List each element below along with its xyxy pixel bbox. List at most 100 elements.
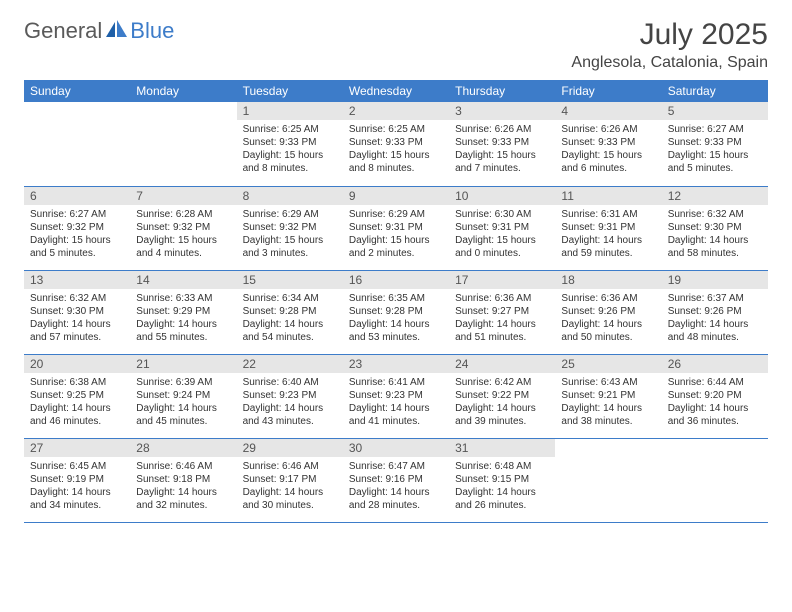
brand-sail-icon <box>106 20 128 43</box>
day-number: 24 <box>449 355 555 373</box>
calendar-day: 14Sunrise: 6:33 AMSunset: 9:29 PMDayligh… <box>130 270 236 354</box>
day-details: Sunrise: 6:44 AMSunset: 9:20 PMDaylight:… <box>662 373 768 432</box>
calendar-day: 18Sunrise: 6:36 AMSunset: 9:26 PMDayligh… <box>555 270 661 354</box>
day-details: Sunrise: 6:30 AMSunset: 9:31 PMDaylight:… <box>449 205 555 264</box>
calendar-day: 19Sunrise: 6:37 AMSunset: 9:26 PMDayligh… <box>662 270 768 354</box>
calendar-week: 27Sunrise: 6:45 AMSunset: 9:19 PMDayligh… <box>24 438 768 522</box>
calendar-day: 20Sunrise: 6:38 AMSunset: 9:25 PMDayligh… <box>24 354 130 438</box>
day-number: 22 <box>237 355 343 373</box>
day-number: 26 <box>662 355 768 373</box>
day-details: Sunrise: 6:27 AMSunset: 9:33 PMDaylight:… <box>662 120 768 179</box>
day-details: Sunrise: 6:37 AMSunset: 9:26 PMDaylight:… <box>662 289 768 348</box>
day-details: Sunrise: 6:35 AMSunset: 9:28 PMDaylight:… <box>343 289 449 348</box>
day-header: Thursday <box>449 80 555 102</box>
day-number: 18 <box>555 271 661 289</box>
calendar-day: 15Sunrise: 6:34 AMSunset: 9:28 PMDayligh… <box>237 270 343 354</box>
calendar-day: 26Sunrise: 6:44 AMSunset: 9:20 PMDayligh… <box>662 354 768 438</box>
day-header: Tuesday <box>237 80 343 102</box>
day-number: 15 <box>237 271 343 289</box>
day-details: Sunrise: 6:46 AMSunset: 9:18 PMDaylight:… <box>130 457 236 516</box>
calendar-head: SundayMondayTuesdayWednesdayThursdayFrid… <box>24 80 768 102</box>
day-number: 16 <box>343 271 449 289</box>
calendar-day: 12Sunrise: 6:32 AMSunset: 9:30 PMDayligh… <box>662 186 768 270</box>
calendar-empty <box>662 438 768 522</box>
day-details: Sunrise: 6:25 AMSunset: 9:33 PMDaylight:… <box>237 120 343 179</box>
day-number: 31 <box>449 439 555 457</box>
title-block: July 2025 Anglesola, Catalonia, Spain <box>571 18 768 72</box>
day-details: Sunrise: 6:32 AMSunset: 9:30 PMDaylight:… <box>662 205 768 264</box>
day-header: Saturday <box>662 80 768 102</box>
calendar-day: 21Sunrise: 6:39 AMSunset: 9:24 PMDayligh… <box>130 354 236 438</box>
page-header: General Blue July 2025 Anglesola, Catalo… <box>24 18 768 72</box>
calendar-day: 10Sunrise: 6:30 AMSunset: 9:31 PMDayligh… <box>449 186 555 270</box>
day-details: Sunrise: 6:40 AMSunset: 9:23 PMDaylight:… <box>237 373 343 432</box>
calendar-body: 1Sunrise: 6:25 AMSunset: 9:33 PMDaylight… <box>24 102 768 522</box>
calendar-day: 23Sunrise: 6:41 AMSunset: 9:23 PMDayligh… <box>343 354 449 438</box>
day-number: 23 <box>343 355 449 373</box>
day-number: 21 <box>130 355 236 373</box>
calendar-day: 22Sunrise: 6:40 AMSunset: 9:23 PMDayligh… <box>237 354 343 438</box>
calendar-empty <box>555 438 661 522</box>
day-details: Sunrise: 6:38 AMSunset: 9:25 PMDaylight:… <box>24 373 130 432</box>
day-number: 1 <box>237 102 343 120</box>
day-details: Sunrise: 6:41 AMSunset: 9:23 PMDaylight:… <box>343 373 449 432</box>
calendar-day: 29Sunrise: 6:46 AMSunset: 9:17 PMDayligh… <box>237 438 343 522</box>
calendar-day: 6Sunrise: 6:27 AMSunset: 9:32 PMDaylight… <box>24 186 130 270</box>
day-details: Sunrise: 6:25 AMSunset: 9:33 PMDaylight:… <box>343 120 449 179</box>
calendar-week: 13Sunrise: 6:32 AMSunset: 9:30 PMDayligh… <box>24 270 768 354</box>
day-details: Sunrise: 6:27 AMSunset: 9:32 PMDaylight:… <box>24 205 130 264</box>
day-details: Sunrise: 6:43 AMSunset: 9:21 PMDaylight:… <box>555 373 661 432</box>
day-details: Sunrise: 6:26 AMSunset: 9:33 PMDaylight:… <box>449 120 555 179</box>
calendar-day: 25Sunrise: 6:43 AMSunset: 9:21 PMDayligh… <box>555 354 661 438</box>
day-details: Sunrise: 6:45 AMSunset: 9:19 PMDaylight:… <box>24 457 130 516</box>
day-header: Sunday <box>24 80 130 102</box>
calendar-day: 16Sunrise: 6:35 AMSunset: 9:28 PMDayligh… <box>343 270 449 354</box>
day-details: Sunrise: 6:48 AMSunset: 9:15 PMDaylight:… <box>449 457 555 516</box>
day-number: 4 <box>555 102 661 120</box>
calendar-empty <box>130 102 236 186</box>
calendar-day: 9Sunrise: 6:29 AMSunset: 9:31 PMDaylight… <box>343 186 449 270</box>
calendar-day: 3Sunrise: 6:26 AMSunset: 9:33 PMDaylight… <box>449 102 555 186</box>
calendar-day: 30Sunrise: 6:47 AMSunset: 9:16 PMDayligh… <box>343 438 449 522</box>
calendar-week: 1Sunrise: 6:25 AMSunset: 9:33 PMDaylight… <box>24 102 768 186</box>
day-number: 17 <box>449 271 555 289</box>
calendar-day: 4Sunrise: 6:26 AMSunset: 9:33 PMDaylight… <box>555 102 661 186</box>
day-number: 30 <box>343 439 449 457</box>
day-number: 7 <box>130 187 236 205</box>
day-details: Sunrise: 6:47 AMSunset: 9:16 PMDaylight:… <box>343 457 449 516</box>
day-details: Sunrise: 6:42 AMSunset: 9:22 PMDaylight:… <box>449 373 555 432</box>
day-header-row: SundayMondayTuesdayWednesdayThursdayFrid… <box>24 80 768 102</box>
day-number: 12 <box>662 187 768 205</box>
day-number: 6 <box>24 187 130 205</box>
day-number: 8 <box>237 187 343 205</box>
day-details: Sunrise: 6:36 AMSunset: 9:26 PMDaylight:… <box>555 289 661 348</box>
day-details: Sunrise: 6:36 AMSunset: 9:27 PMDaylight:… <box>449 289 555 348</box>
calendar-week: 6Sunrise: 6:27 AMSunset: 9:32 PMDaylight… <box>24 186 768 270</box>
day-number: 14 <box>130 271 236 289</box>
day-details: Sunrise: 6:29 AMSunset: 9:31 PMDaylight:… <box>343 205 449 264</box>
brand-part2: Blue <box>130 18 174 44</box>
day-header: Wednesday <box>343 80 449 102</box>
day-header: Monday <box>130 80 236 102</box>
day-details: Sunrise: 6:33 AMSunset: 9:29 PMDaylight:… <box>130 289 236 348</box>
calendar-day: 1Sunrise: 6:25 AMSunset: 9:33 PMDaylight… <box>237 102 343 186</box>
brand-part1: General <box>24 18 102 44</box>
day-details: Sunrise: 6:31 AMSunset: 9:31 PMDaylight:… <box>555 205 661 264</box>
day-details: Sunrise: 6:39 AMSunset: 9:24 PMDaylight:… <box>130 373 236 432</box>
day-number: 3 <box>449 102 555 120</box>
day-details: Sunrise: 6:46 AMSunset: 9:17 PMDaylight:… <box>237 457 343 516</box>
day-number: 19 <box>662 271 768 289</box>
calendar-week: 20Sunrise: 6:38 AMSunset: 9:25 PMDayligh… <box>24 354 768 438</box>
day-number: 9 <box>343 187 449 205</box>
day-details: Sunrise: 6:29 AMSunset: 9:32 PMDaylight:… <box>237 205 343 264</box>
day-number: 25 <box>555 355 661 373</box>
day-number: 2 <box>343 102 449 120</box>
calendar-day: 8Sunrise: 6:29 AMSunset: 9:32 PMDaylight… <box>237 186 343 270</box>
day-details: Sunrise: 6:32 AMSunset: 9:30 PMDaylight:… <box>24 289 130 348</box>
day-number: 27 <box>24 439 130 457</box>
day-number: 5 <box>662 102 768 120</box>
day-number: 10 <box>449 187 555 205</box>
calendar-day: 11Sunrise: 6:31 AMSunset: 9:31 PMDayligh… <box>555 186 661 270</box>
calendar-day: 5Sunrise: 6:27 AMSunset: 9:33 PMDaylight… <box>662 102 768 186</box>
calendar-day: 28Sunrise: 6:46 AMSunset: 9:18 PMDayligh… <box>130 438 236 522</box>
